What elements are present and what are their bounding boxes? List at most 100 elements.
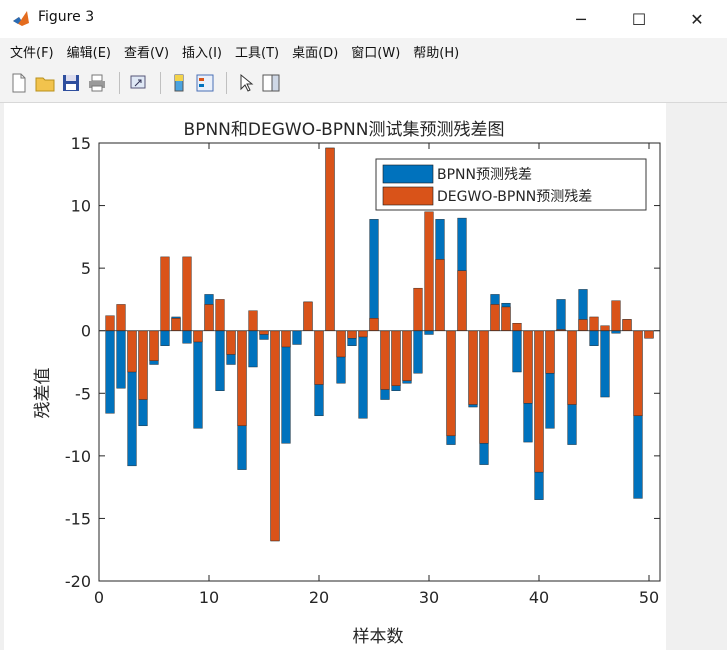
window-margin <box>666 103 727 650</box>
bar-degwo-bpnn <box>644 330 654 339</box>
x-axis-label: 样本数 <box>353 627 404 647</box>
y-tick-label: 0 <box>81 322 91 341</box>
bar-degwo-bpnn <box>600 325 610 331</box>
bar-bpnn <box>182 330 192 344</box>
menu-insert[interactable]: 插入(I) <box>182 45 223 61</box>
menu-file[interactable]: 文件(F) <box>10 45 54 61</box>
figure-canvas: 15 10 5 0 -5 -10 -15 -20 0 10 20 30 40 50 BPNN和DEGWO-… <box>4 103 666 650</box>
bar-bpnn <box>413 330 423 374</box>
bar-degwo-bpnn <box>138 330 148 400</box>
bar-degwo-bpnn <box>182 256 192 331</box>
bar-bpnn <box>193 330 203 429</box>
bar-bpnn <box>248 330 258 368</box>
menu-desktop[interactable]: 桌面(D) <box>292 45 339 61</box>
bar-degwo-bpnn <box>325 147 335 331</box>
y-tick-label: -20 <box>65 572 91 591</box>
bar-degwo-bpnn <box>479 330 489 444</box>
bar-degwo-bpnn <box>281 330 291 348</box>
minimize-button[interactable]: ─ <box>556 0 606 38</box>
bar-degwo-bpnn <box>567 330 577 405</box>
bar-bpnn <box>292 330 302 345</box>
bar-degwo-bpnn <box>402 330 412 381</box>
bar-bpnn <box>105 330 115 414</box>
menu-bar: 文件(F) 编辑(E) 查看(V) 插入(I) 工具(T) 桌面(D) 窗口(W… <box>0 38 727 64</box>
bar-bpnn <box>589 330 599 346</box>
bar-degwo-bpnn <box>490 304 500 331</box>
y-tick-label: -15 <box>65 509 91 528</box>
menu-tools[interactable]: 工具(T) <box>235 45 280 61</box>
bar-degwo-bpnn <box>259 330 269 335</box>
bar-degwo-bpnn <box>578 319 588 331</box>
close-button[interactable]: ✕ <box>672 0 722 38</box>
menu-edit[interactable]: 编辑(E) <box>66 45 111 61</box>
x-tick-label: 50 <box>639 588 659 607</box>
open-file-icon[interactable] <box>34 72 56 94</box>
bar-degwo-bpnn <box>215 299 225 331</box>
y-tick-label: -5 <box>75 384 91 403</box>
bar-degwo-bpnn <box>347 330 357 339</box>
toolbar-separator <box>160 72 161 94</box>
bar-degwo-bpnn <box>171 317 181 331</box>
bar-degwo-bpnn <box>105 315 115 331</box>
bar-bpnn <box>281 330 291 444</box>
toolbar-separator <box>119 72 120 94</box>
bar-degwo-bpnn <box>193 330 203 343</box>
insert-legend-icon[interactable] <box>194 72 216 94</box>
bar-bpnn <box>116 330 126 389</box>
legend-swatch-bpnn <box>382 164 434 184</box>
x-tick-label: 10 <box>199 588 219 607</box>
bar-bpnn <box>358 330 368 419</box>
figure-toolbar <box>0 64 727 103</box>
chart-legend: BPNN预测残差 DEGWO-BPNN预测残差 <box>375 158 647 211</box>
bar-degwo-bpnn <box>446 330 456 437</box>
window-title: Figure 3 <box>38 9 95 25</box>
matlab-app-icon <box>13 11 29 26</box>
legend-swatch-degwo-bpnn <box>382 186 434 206</box>
x-tick-label: 20 <box>309 588 329 607</box>
bar-degwo-bpnn <box>545 330 555 374</box>
insert-colorbar-icon[interactable] <box>168 72 190 94</box>
chart-title: BPNN和DEGWO-BPNN测试集预测残差图 <box>184 120 505 140</box>
x-tick-label: 30 <box>419 588 439 607</box>
bar-degwo-bpnn <box>237 330 247 427</box>
bar-degwo-bpnn <box>369 317 379 331</box>
y-axis-label: 残差值 <box>33 368 53 419</box>
edit-plot-arrow-icon[interactable] <box>234 72 256 94</box>
minimize-icon: ─ <box>576 9 586 29</box>
menu-view[interactable]: 查看(V) <box>123 45 170 61</box>
bars-layer <box>105 147 654 542</box>
bar-degwo-bpnn <box>501 306 511 331</box>
save-icon[interactable] <box>60 72 82 94</box>
print-icon[interactable] <box>86 72 108 94</box>
axes-box <box>98 142 661 582</box>
bar-bpnn <box>424 330 434 335</box>
bar-bpnn <box>556 299 566 331</box>
y-tick-label: 5 <box>81 259 91 278</box>
bar-degwo-bpnn <box>127 330 137 373</box>
bar-bpnn <box>512 330 522 373</box>
bar-degwo-bpnn <box>380 330 390 390</box>
bar-degwo-bpnn <box>424 211 434 331</box>
bar-degwo-bpnn <box>358 330 368 338</box>
bar-degwo-bpnn <box>391 330 401 386</box>
plot-tools-icon[interactable] <box>260 72 282 94</box>
window-titlebar: Figure 3 ─ ☐ ✕ <box>0 0 727 38</box>
legend-label-bpnn: BPNN预测残差 <box>437 167 532 183</box>
bar-degwo-bpnn <box>116 304 126 331</box>
y-tick-label: 10 <box>71 197 91 216</box>
maximize-button[interactable]: ☐ <box>614 0 664 38</box>
x-tick-label: 40 <box>529 588 549 607</box>
bar-degwo-bpnn <box>160 256 170 331</box>
bar-bpnn <box>600 330 610 398</box>
maximize-icon: ☐ <box>631 9 647 29</box>
bar-degwo-bpnn <box>589 316 599 331</box>
bar-degwo-bpnn <box>204 304 214 331</box>
x-tick-label: 0 <box>94 588 104 607</box>
menu-window[interactable]: 窗口(W) <box>351 45 401 61</box>
close-icon: ✕ <box>690 9 704 29</box>
menu-help[interactable]: 帮助(H) <box>413 45 460 61</box>
bar-degwo-bpnn <box>435 259 445 331</box>
new-figure-icon[interactable] <box>8 72 30 94</box>
link-plot-icon[interactable] <box>128 72 150 94</box>
